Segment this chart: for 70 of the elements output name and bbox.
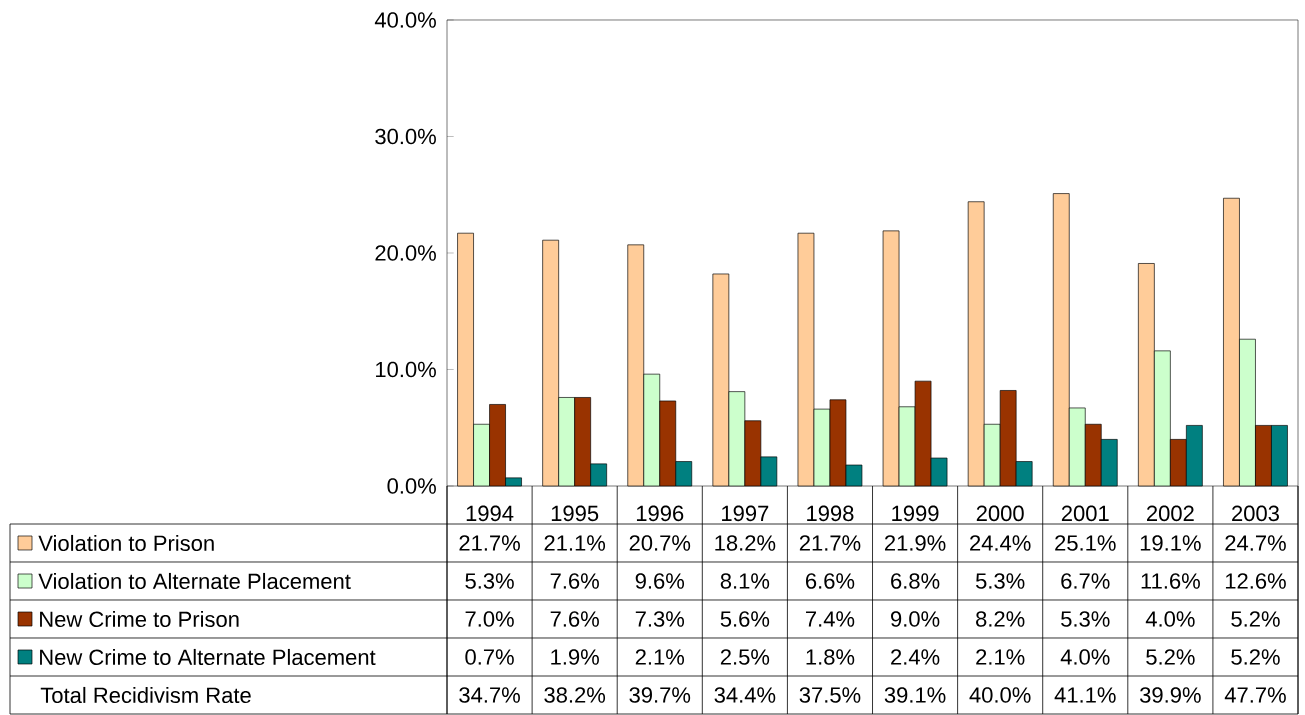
x-tick-label: 2001 — [1061, 505, 1109, 522]
text: 34.7% — [459, 687, 520, 703]
x-tick-label: 1995 — [551, 505, 599, 522]
data-label: 25.1% — [1055, 535, 1116, 551]
data-label: 12.6% — [1225, 573, 1286, 589]
data-label: 11.6% — [1141, 573, 1200, 589]
data-label: 9.6% — [635, 573, 685, 589]
text: 39.9% — [1140, 687, 1201, 703]
data-label: 21.7% — [459, 535, 520, 551]
text: 37.5% — [799, 687, 861, 703]
y-tick-label: 30.0% — [375, 128, 436, 145]
x-tick-label: 1994 — [466, 505, 514, 522]
data-label: 1.8% — [806, 649, 855, 665]
data-label: 5.3% — [1061, 611, 1110, 627]
text: 41.1% — [1054, 687, 1116, 703]
data-label: 21.1% — [544, 535, 606, 551]
y-tick-label: 20.0% — [375, 245, 436, 261]
data-label: 21.7% — [799, 535, 861, 551]
y-tick-label: 40.0% — [374, 12, 436, 28]
data-label: 8.2% — [976, 611, 1025, 627]
text: 47.7% — [1224, 687, 1286, 703]
text: 34.4% — [714, 687, 776, 703]
data-label: 6.8% — [891, 573, 940, 589]
data-label: 7.6% — [550, 611, 599, 627]
data-label: 2.5% — [720, 649, 770, 665]
data-label: 21.9% — [884, 535, 946, 551]
legend-label: Violation to Alternate Placement — [38, 572, 351, 590]
data-label: 6.6% — [805, 573, 855, 589]
y-tick-label: 10.0% — [376, 361, 436, 378]
data-label: 9.0% — [891, 611, 940, 627]
legend-label: New Crime to Alternate Placement — [40, 648, 376, 666]
x-tick-label: 1996 — [636, 505, 684, 522]
data-label: 5.2% — [1146, 649, 1195, 665]
data-label: 1.9% — [551, 649, 599, 665]
data-label: 2.1% — [635, 649, 685, 665]
data-label: 24.7% — [1225, 535, 1286, 551]
data-label: 0.7% — [465, 649, 514, 665]
data-label: 18.2% — [715, 535, 776, 551]
data-label: 7.3% — [635, 611, 685, 627]
x-tick-label: 1999 — [892, 505, 939, 522]
text: 40.0% — [969, 687, 1031, 703]
text: 38.2% — [544, 687, 606, 703]
data-label: 4.0% — [1060, 649, 1110, 665]
data-label: 7.4% — [806, 611, 855, 627]
x-tick-label: 1997 — [722, 505, 769, 522]
data-label: 24.4% — [970, 535, 1031, 551]
data-label: 5.2% — [1231, 649, 1280, 665]
data-label: 2.1% — [976, 649, 1025, 665]
legend-label: Violation to Prison — [38, 534, 214, 552]
x-tick-label: 1998 — [807, 505, 854, 522]
x-tick-label: 2002 — [1146, 505, 1194, 522]
data-label: 2.4% — [891, 649, 940, 665]
y-tick-label: 0.0% — [387, 478, 436, 494]
data-label: 5.3% — [465, 573, 514, 589]
data-label: 7.6% — [550, 573, 599, 589]
text: Total Recidivism Rate — [40, 686, 251, 704]
data-label: 4.0% — [1145, 611, 1195, 627]
legend-label: New Crime to Prison — [40, 610, 239, 628]
x-tick-label: 2000 — [976, 505, 1024, 522]
data-label: 5.2% — [1231, 611, 1280, 627]
data-label: 6.7% — [1061, 573, 1110, 589]
data-label: 5.6% — [720, 611, 770, 627]
data-label: 20.7% — [629, 535, 691, 551]
text: 39.1% — [884, 687, 946, 703]
x-tick-label: 2003 — [1232, 505, 1279, 522]
data-label: 7.0% — [465, 611, 514, 627]
data-label: 5.3% — [975, 573, 1025, 589]
data-label: 8.1% — [720, 573, 770, 589]
text: 39.7% — [629, 687, 691, 703]
data-label: 19.1% — [1140, 535, 1201, 551]
